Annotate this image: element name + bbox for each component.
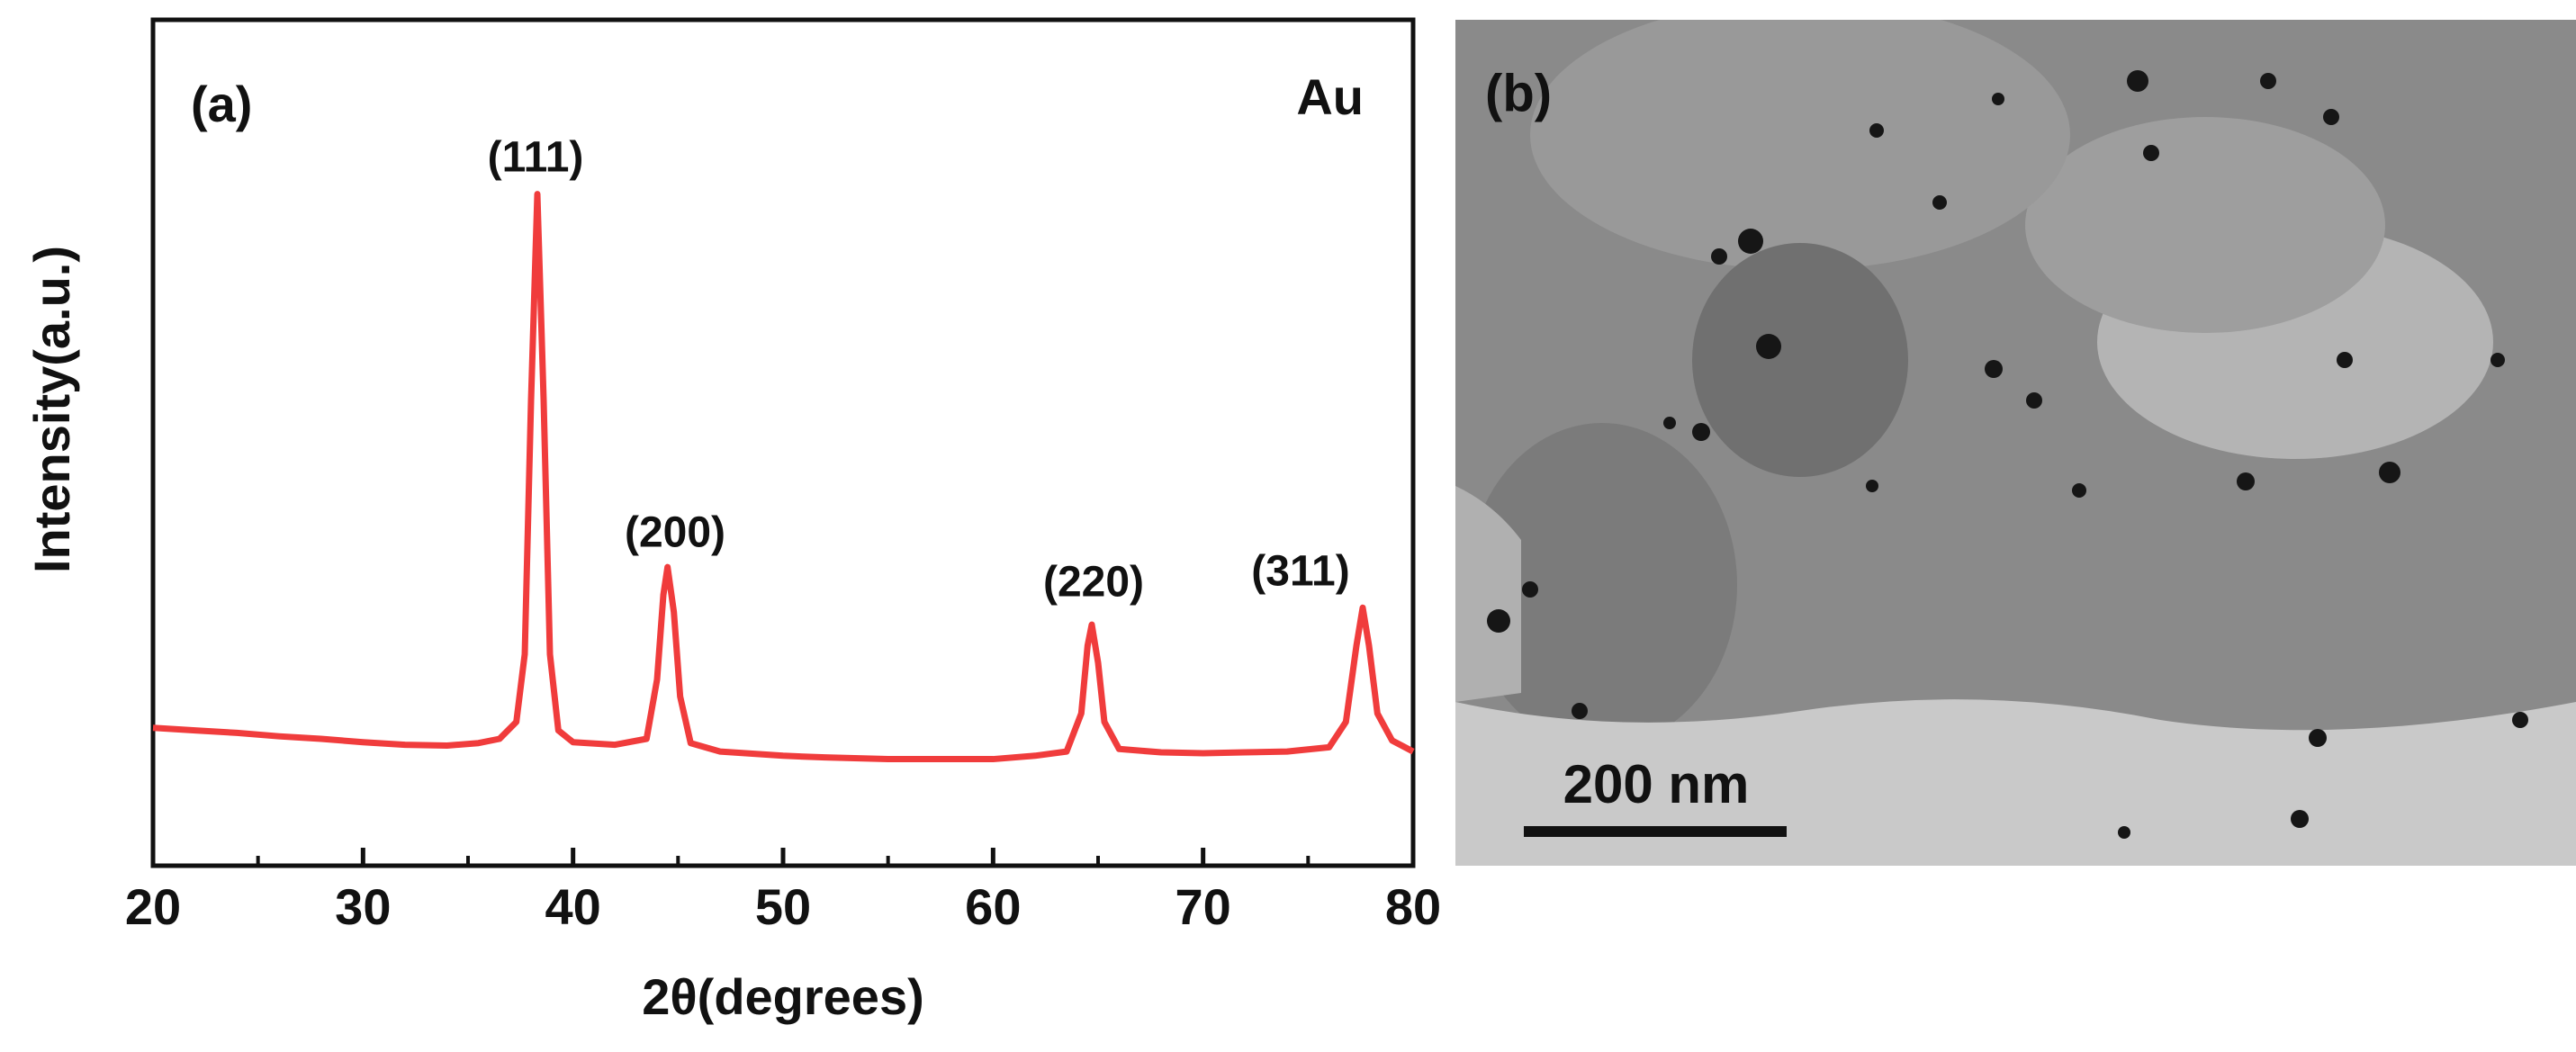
x-tick-label: 40 <box>545 878 601 935</box>
x-axis-label: 2θ(degrees) <box>642 968 924 1025</box>
x-tick-label: 30 <box>335 878 391 935</box>
x-tick-label: 20 <box>125 878 181 935</box>
tem-image <box>1455 20 2576 866</box>
x-tick-label: 80 <box>1385 878 1441 935</box>
panel-a-label: (a) <box>191 76 252 132</box>
scale-bar <box>1524 826 1787 837</box>
x-tick-label: 50 <box>755 878 811 935</box>
scale-bar-label: 200 nm <box>1563 754 1750 814</box>
peak-label: (200) <box>625 509 725 557</box>
peak-label: (311) <box>1251 548 1349 596</box>
x-tick-label: 70 <box>1175 878 1231 935</box>
panel-b-label: (b) <box>1485 64 1552 122</box>
element-label: Au <box>1296 68 1364 125</box>
x-tick-label: 60 <box>965 878 1021 935</box>
peak-label: (220) <box>1043 559 1144 607</box>
peak-label: (111) <box>488 134 584 182</box>
xrd-line <box>152 191 1415 763</box>
y-axis-label: Intensity(a.u.) <box>23 246 80 573</box>
